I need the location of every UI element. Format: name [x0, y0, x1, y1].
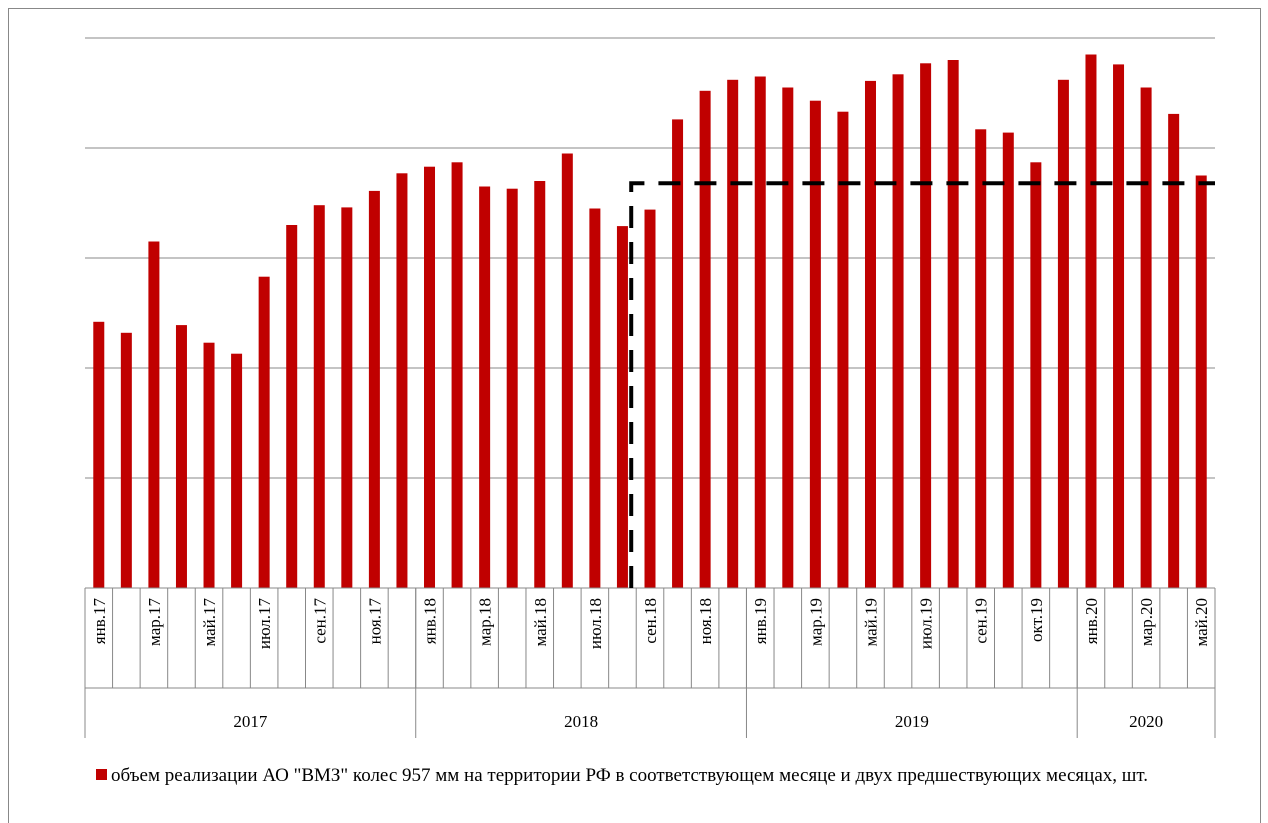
year-label: 2019: [895, 712, 929, 731]
bar: [231, 353, 243, 588]
legend-label: объем реализации АО "ВМЗ" колес 957 мм н…: [111, 765, 1149, 786]
bar: [451, 162, 463, 589]
x-tick-label: мар.17: [145, 598, 164, 646]
year-label: 2018: [564, 712, 598, 731]
bar: [1168, 113, 1180, 589]
bar: [864, 80, 876, 589]
bar: [1030, 162, 1042, 589]
bar: [93, 321, 105, 588]
bar: [341, 207, 353, 588]
bar: [1113, 64, 1125, 588]
x-tick-label: янв.18: [421, 598, 440, 644]
x-tick-label: сен.18: [641, 598, 660, 644]
bar: [148, 241, 160, 588]
bar: [479, 186, 491, 588]
bar: [424, 166, 436, 588]
bar: [672, 119, 684, 589]
bar: [1195, 175, 1207, 588]
bar: [258, 276, 270, 588]
bar: [699, 90, 711, 589]
bar: [313, 205, 325, 588]
bar: [1085, 54, 1097, 588]
x-tick-label: сен.19: [972, 598, 991, 644]
bar: [175, 325, 187, 588]
legend: объем реализации АО "ВМЗ" колес 957 мм н…: [96, 762, 1226, 790]
bar: [809, 100, 821, 588]
year-label: 2020: [1129, 712, 1163, 731]
x-tick-label: янв.17: [90, 598, 109, 645]
bar: [561, 153, 573, 588]
bar: [1140, 87, 1152, 588]
bar: [837, 111, 849, 588]
chart-border: [8, 8, 1261, 823]
bar: [920, 63, 932, 589]
x-tick-label: мар.18: [476, 598, 495, 646]
bar: [506, 188, 518, 588]
x-tick-label: июл.17: [255, 598, 274, 650]
bar: [534, 181, 546, 588]
x-tick-label: май.17: [200, 598, 219, 647]
x-tick-label: май.18: [531, 598, 550, 647]
bar: [754, 76, 766, 588]
x-tick-label: июл.19: [917, 598, 936, 649]
bar: [782, 87, 794, 588]
x-tick-label: май.20: [1192, 598, 1211, 647]
bar: [286, 225, 298, 588]
x-tick-label: сен.17: [310, 598, 329, 644]
x-tick-label: июл.18: [586, 598, 605, 649]
bar: [589, 208, 601, 588]
x-tick-label: мар.19: [806, 598, 825, 646]
x-tick-label: май.19: [861, 598, 880, 647]
x-tick-label: окт.19: [1027, 598, 1046, 642]
bar: [892, 74, 904, 589]
year-label: 2017: [233, 712, 268, 731]
bar: [975, 129, 987, 589]
bar: [616, 226, 628, 588]
legend-swatch: [96, 769, 107, 780]
x-tick-label: янв.19: [751, 598, 770, 644]
x-tick-label: мар.20: [1137, 598, 1156, 646]
x-tick-label: ноя.17: [365, 598, 384, 645]
threshold-line: [629, 181, 1215, 588]
bar: [947, 60, 959, 588]
x-tick-label: ноя.18: [696, 598, 715, 644]
bar: [644, 209, 656, 588]
bar: [203, 342, 215, 588]
bar: [396, 173, 408, 589]
bar: [1002, 132, 1014, 588]
bar: [727, 79, 739, 589]
x-tick-label: янв.20: [1082, 598, 1101, 644]
bar: [120, 332, 132, 588]
bar: [1057, 79, 1069, 589]
bar: [368, 190, 380, 588]
